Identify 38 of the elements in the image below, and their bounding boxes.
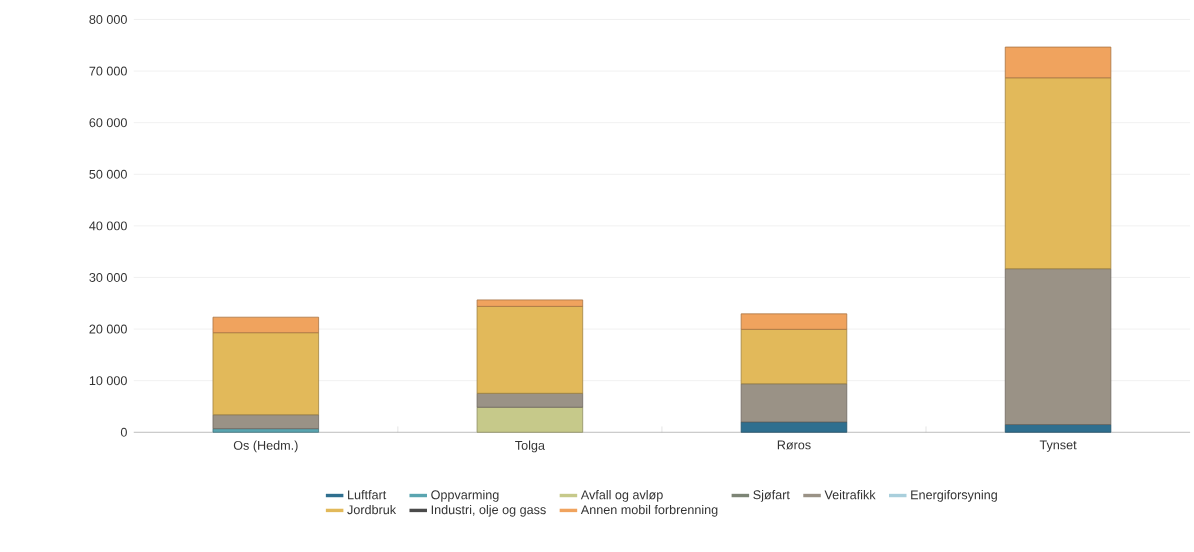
legend-label: Luftfart	[348, 490, 387, 500]
legend-label: Industri, olje og gass	[431, 504, 546, 517]
bar	[476, 305, 584, 394]
legend-label: Jordbruk	[347, 504, 397, 515]
bar	[476, 392, 584, 408]
bar	[212, 428, 320, 433]
x-tick-label: Røros	[777, 440, 811, 450]
y-tick-label: 30 000	[89, 273, 127, 282]
y-tick-label: 0	[120, 427, 127, 437]
legend-label: Sjøfart	[753, 490, 790, 502]
bar	[1004, 268, 1112, 425]
bar	[740, 421, 848, 433]
bar	[476, 406, 584, 433]
bar	[212, 332, 320, 416]
bar	[476, 299, 584, 307]
legend-label: Veitrafikk	[824, 490, 876, 500]
y-tick-label: 80 000	[89, 15, 127, 24]
bar	[212, 316, 320, 334]
bar	[740, 383, 848, 423]
y-tick-label: 60 000	[89, 118, 127, 128]
x-tick-label: Os (Hedm.)	[233, 440, 298, 453]
x-tick-label: Tynset	[1039, 440, 1077, 452]
bar	[740, 313, 848, 330]
bar	[740, 328, 848, 385]
y-tick-label: 20 000	[89, 324, 127, 334]
bar	[1004, 46, 1112, 79]
bar	[1004, 424, 1112, 433]
y-tick-label: 10 000	[89, 376, 127, 386]
y-tick-label: 50 000	[89, 169, 127, 179]
bar	[1004, 77, 1112, 270]
legend-label: Avfall og avløp	[580, 490, 663, 502]
y-tick-label: 40 000	[89, 221, 127, 231]
x-tick-label: Tolga	[515, 440, 545, 453]
legend-label: Annen mobil forbrenning	[580, 504, 718, 517]
y-tick-label: 70 000	[89, 66, 127, 76]
legend-label: Energiforsyning	[911, 490, 997, 502]
bar	[212, 414, 320, 430]
legend-label: Oppvarming	[431, 490, 499, 502]
